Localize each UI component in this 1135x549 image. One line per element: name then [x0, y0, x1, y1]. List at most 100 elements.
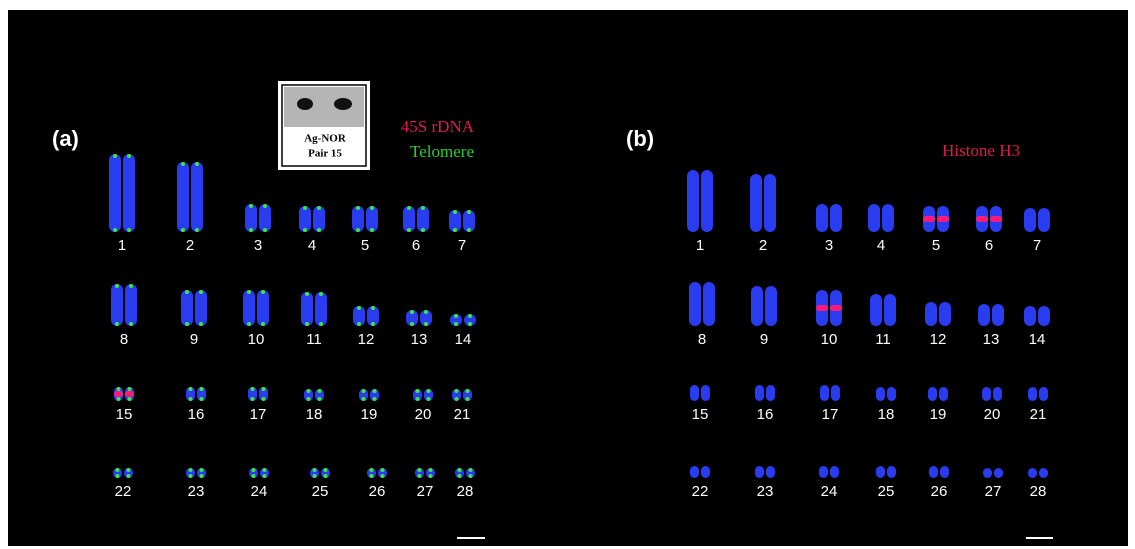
telomere-signal — [424, 322, 428, 326]
chromosome-number: 16 — [188, 406, 205, 423]
chromosome-number: 22 — [692, 483, 709, 500]
chromosome — [940, 466, 949, 478]
panel-label: (a) — [52, 126, 79, 151]
chromosome-number: 4 — [877, 237, 885, 254]
probe-signal — [816, 305, 828, 311]
telomere-signal — [113, 154, 117, 158]
chromosome — [243, 290, 255, 326]
telomere-signal — [263, 474, 267, 478]
chromosome — [195, 290, 207, 326]
telomere-signal — [262, 387, 266, 391]
telomere-signal — [373, 389, 377, 393]
chromosome-number: 7 — [458, 237, 466, 254]
chromosome-number: 6 — [412, 237, 420, 254]
telomere-signal — [189, 387, 193, 391]
telomere-signal — [313, 474, 317, 478]
telomere-signal — [418, 474, 422, 478]
chromosome-number: 18 — [306, 406, 323, 423]
chromosome — [690, 466, 699, 478]
chromosome-number: 26 — [931, 483, 948, 500]
telomere-signal — [468, 322, 472, 326]
chromosome — [703, 282, 715, 326]
telomere-signal — [373, 397, 377, 401]
chromosome-number: 16 — [757, 406, 774, 423]
telomere-signal — [247, 290, 251, 294]
legend-text: 45S rDNA — [401, 117, 475, 136]
telomere-signal — [249, 228, 253, 232]
chromosome-number: 19 — [361, 406, 378, 423]
telomere-signal — [371, 322, 375, 326]
telomere-signal — [195, 228, 199, 232]
telomere-signal — [262, 397, 266, 401]
probe-signal — [114, 391, 123, 397]
telomere-signal — [467, 210, 471, 214]
chromosome-number: 12 — [358, 331, 375, 348]
chromosome — [755, 385, 764, 401]
chromosome-number: 21 — [1030, 406, 1047, 423]
chromosome-number: 15 — [116, 406, 133, 423]
chromosome — [831, 385, 840, 401]
chromosome — [766, 466, 775, 478]
chromosome — [125, 284, 137, 326]
telomere-signal — [370, 468, 374, 472]
telomere-signal — [357, 322, 361, 326]
chromosome — [887, 466, 896, 478]
telomere-signal — [407, 228, 411, 232]
chromosome-number: 28 — [1030, 483, 1047, 500]
telomere-signal — [324, 474, 328, 478]
telomere-signal — [421, 206, 425, 210]
telomere-signal — [455, 397, 459, 401]
telomere-signal — [466, 397, 470, 401]
chromosome — [766, 385, 775, 401]
chromosome — [315, 292, 327, 326]
telomere-signal — [200, 468, 204, 472]
probe-signal — [937, 216, 949, 222]
chromosome-number: 17 — [822, 406, 839, 423]
chromosome-number: 1 — [118, 237, 126, 254]
chromosome-number: 8 — [120, 331, 128, 348]
chromosome-number: 23 — [188, 483, 205, 500]
chromosome — [982, 387, 991, 401]
telomere-signal — [305, 292, 309, 296]
chromosome-number: 24 — [821, 483, 838, 500]
chromosome — [1038, 306, 1050, 326]
telomere-signal — [252, 474, 256, 478]
probe-signal — [830, 305, 842, 311]
chromosome — [939, 302, 951, 326]
telomere-signal — [319, 322, 323, 326]
telomere-signal — [116, 468, 120, 472]
telomere-signal — [185, 290, 189, 294]
telomere-signal — [427, 397, 431, 401]
telomere-signal — [381, 468, 385, 472]
telomere-signal — [189, 474, 193, 478]
telomere-signal — [469, 474, 473, 478]
probe-signal — [976, 216, 988, 222]
telomere-signal — [263, 468, 267, 472]
chromosome-number: 6 — [985, 237, 993, 254]
chromosome-number: 4 — [308, 237, 316, 254]
chromosome — [191, 162, 203, 232]
chromosome — [929, 466, 938, 478]
chromosome — [687, 170, 699, 232]
chromosome — [994, 468, 1003, 478]
telomere-signal — [418, 468, 422, 472]
chromosome-number: 11 — [306, 331, 322, 348]
telomere-signal — [185, 322, 189, 326]
telomere-signal — [247, 322, 251, 326]
chromosome-number: 7 — [1033, 237, 1041, 254]
chromosome — [939, 387, 948, 401]
telomere-signal — [357, 306, 361, 310]
telomere-signal — [370, 206, 374, 210]
chromosome — [764, 174, 776, 232]
chromosome — [993, 387, 1002, 401]
telomere-signal — [117, 397, 121, 401]
chromosome — [992, 304, 1004, 326]
chromosome-number: 28 — [457, 483, 474, 500]
legend-text: Histone H3 — [942, 141, 1020, 160]
background — [8, 10, 1128, 546]
telomere-signal — [128, 387, 132, 391]
telomere-signal — [362, 397, 366, 401]
chromosome — [819, 466, 828, 478]
telomere-signal — [458, 474, 462, 478]
telomere-signal — [318, 389, 322, 393]
